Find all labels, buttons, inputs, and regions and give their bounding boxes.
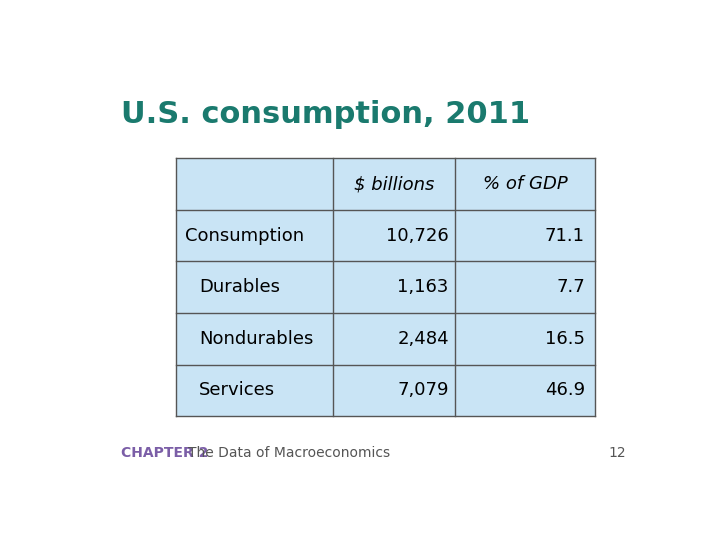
Bar bbox=[176, 313, 595, 365]
Text: Consumption: Consumption bbox=[185, 227, 304, 245]
Text: 1,163: 1,163 bbox=[397, 278, 449, 296]
Text: 71.1: 71.1 bbox=[545, 227, 585, 245]
Text: $ billions: $ billions bbox=[354, 175, 434, 193]
Text: Services: Services bbox=[199, 381, 275, 400]
Text: 10,726: 10,726 bbox=[386, 227, 449, 245]
Text: Durables: Durables bbox=[199, 278, 280, 296]
Text: 46.9: 46.9 bbox=[545, 381, 585, 400]
Text: 7,079: 7,079 bbox=[397, 381, 449, 400]
Bar bbox=[176, 210, 595, 261]
Text: 12: 12 bbox=[608, 446, 626, 460]
Text: Nondurables: Nondurables bbox=[199, 330, 313, 348]
Bar bbox=[176, 364, 595, 416]
Text: The Data of Macroeconomics: The Data of Macroeconomics bbox=[188, 446, 390, 460]
Text: 7.7: 7.7 bbox=[556, 278, 585, 296]
Text: 16.5: 16.5 bbox=[545, 330, 585, 348]
Text: CHAPTER 2: CHAPTER 2 bbox=[121, 446, 208, 460]
Text: U.S. consumption, 2011: U.S. consumption, 2011 bbox=[121, 100, 530, 129]
Bar bbox=[176, 261, 595, 313]
Text: 2,484: 2,484 bbox=[397, 330, 449, 348]
Text: % of GDP: % of GDP bbox=[483, 175, 567, 193]
Bar bbox=[176, 158, 595, 210]
